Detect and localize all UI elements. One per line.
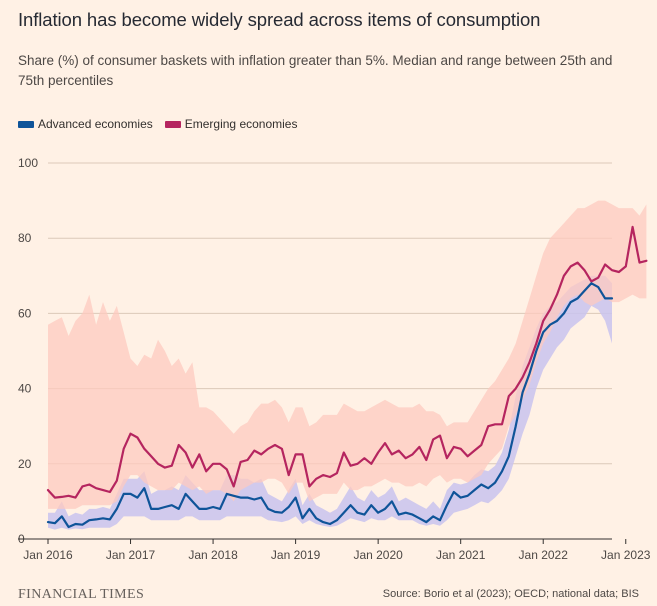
legend-swatch-emerging: [164, 120, 181, 128]
x-tick-label: Jan 2019: [271, 548, 321, 562]
y-tick-label: 100: [18, 156, 38, 170]
chart-subtitle: Share (%) of consumer baskets with infla…: [18, 53, 613, 88]
legend-item-advanced: Advanced economies: [18, 117, 153, 131]
legend-label-advanced: Advanced economies: [38, 117, 153, 131]
y-tick-label: 40: [18, 382, 32, 396]
band-emerging: [48, 200, 647, 509]
y-tick-label: 80: [18, 231, 32, 245]
x-tick-label: Jan 2020: [353, 548, 403, 562]
legend: Advanced economies Emerging economies: [18, 117, 297, 131]
chart-title: Inflation has become widely spread acros…: [18, 9, 541, 30]
y-tick-label: 60: [18, 306, 32, 320]
ft-logo: FINANCIAL TIMES: [18, 587, 145, 602]
line-advanced: [46, 282, 614, 529]
x-tick-label: Jan 2022: [519, 548, 569, 562]
source-note: Source: Borio et al (2023); OECD; nation…: [382, 588, 639, 600]
x-tick-label: Jan 2021: [436, 548, 486, 562]
legend-swatch-advanced: [18, 120, 34, 128]
x-tick-label: Jan 2023: [601, 548, 651, 562]
line-emerging: [46, 225, 648, 499]
x-tick-label: Jan 2018: [188, 548, 238, 562]
y-tick-label: 20: [18, 457, 32, 471]
x-tick-label: Jan 2016: [23, 548, 73, 562]
legend-label-emerging: Emerging economies: [184, 117, 298, 131]
legend-item-emerging: Emerging economies: [164, 117, 298, 131]
percentile-bands: [48, 200, 647, 530]
series-lines: [46, 225, 648, 529]
x-tick-label: Jan 2017: [106, 548, 156, 562]
